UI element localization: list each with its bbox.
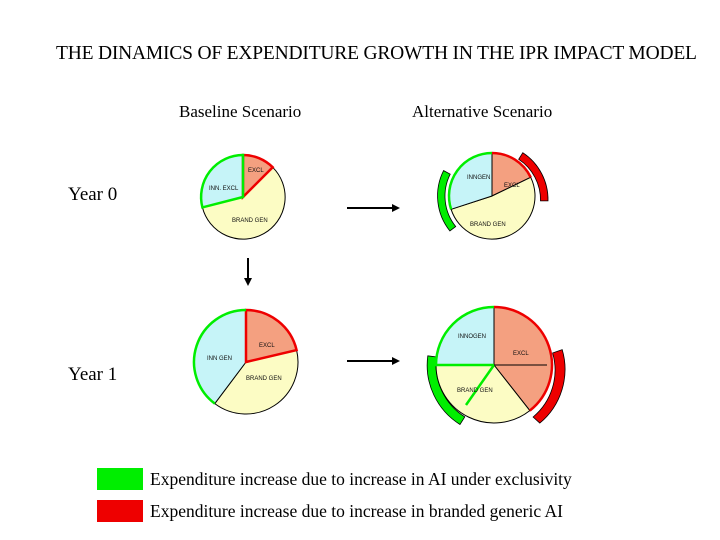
- label-brand-gen: BRAND GEN: [246, 376, 282, 382]
- slice-brand-gen: [214, 349, 299, 415]
- outer-green-band: [437, 170, 457, 232]
- alternative-scenario-heading: Alternative Scenario: [412, 102, 553, 121]
- legend-swatch-green: [97, 468, 143, 490]
- growth-red-arc: [493, 305, 554, 412]
- growth-green-arc: [447, 151, 493, 210]
- label-excl: EXCL: [513, 351, 529, 357]
- label-inn-gen: INN GEN: [207, 356, 232, 362]
- baseline-scenario-heading: Baseline Scenario: [179, 102, 302, 121]
- year-0-label: Year 0: [68, 184, 118, 205]
- page-title: THE DINAMICS OF EXPENDITURE GROWTH IN TH…: [56, 43, 697, 64]
- growth-green-arc: [434, 305, 495, 367]
- growth-green-arc: [199, 153, 245, 209]
- growth-red-arc: [244, 308, 299, 364]
- pie-alternative-year0: INNGEN EXCL BRAND GEN: [437, 151, 549, 240]
- year-1-label: Year 1: [68, 364, 118, 385]
- label-excl: EXCL: [248, 168, 264, 174]
- pie-alternative-year1: INNOGEN EXCL BRAND GEN: [426, 305, 566, 426]
- outer-red-band: [532, 349, 566, 424]
- label-excl: EXCL: [259, 343, 275, 349]
- growth-green-arc: [192, 308, 247, 405]
- growth-red-arc: [491, 151, 532, 178]
- outer-red-band: [518, 152, 549, 202]
- slice-brand-gen: [201, 166, 286, 240]
- legend-label-branded-generic: Expenditure increase due to increase in …: [150, 501, 564, 521]
- label-brand-gen: BRAND GEN: [232, 218, 268, 224]
- legend-swatch-red: [97, 500, 143, 522]
- pie-baseline-year1: EXCL INN GEN BRAND GEN: [192, 308, 299, 415]
- legend-label-exclusivity: Expenditure increase due to increase in …: [150, 469, 572, 489]
- slice-brand-gen: [450, 176, 536, 240]
- pie-baseline-year0: EXCL INN. EXCL BRAND GEN: [199, 153, 286, 240]
- label-inn-excl: INN. EXCL: [209, 186, 239, 192]
- label-excl: EXCL: [504, 183, 520, 189]
- label-brand-gen: BRAND GEN: [457, 388, 493, 394]
- label-brand-gen: BRAND GEN: [470, 222, 506, 228]
- growth-green-divider: [464, 364, 496, 406]
- label-inngen: INNGEN: [467, 175, 490, 181]
- label-innogen: INNOGEN: [458, 334, 486, 340]
- slice-brand-gen: [435, 364, 531, 424]
